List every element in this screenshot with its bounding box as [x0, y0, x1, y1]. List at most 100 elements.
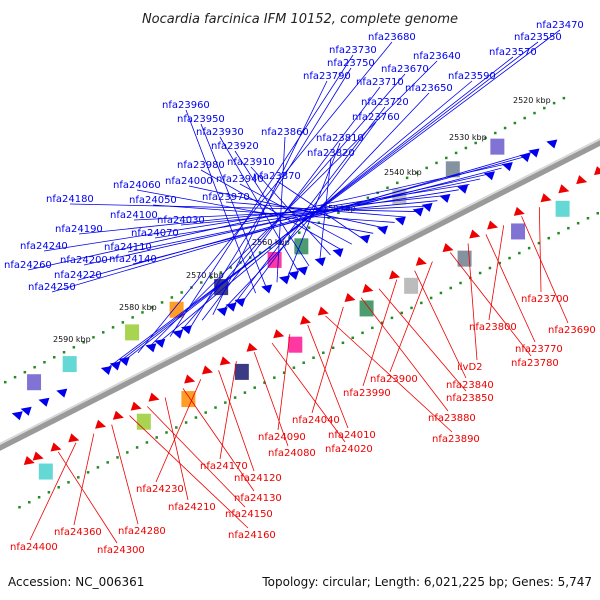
- reverse-gene-label[interactable]: nfa24120: [234, 473, 282, 484]
- reverse-gene-label[interactable]: nfa24300: [97, 545, 145, 556]
- reverse-gene-label[interactable]: nfa24160: [228, 530, 276, 541]
- forward-gene-label[interactable]: nfa24200: [60, 255, 108, 266]
- reverse-gene-label[interactable]: nfa23900: [370, 374, 418, 385]
- forward-gene-label[interactable]: nfa23760: [352, 112, 400, 123]
- tick-mark: [214, 406, 217, 409]
- tick-mark: [557, 231, 560, 235]
- reverse-gene-label[interactable]: nfa24010: [328, 430, 376, 441]
- tick-mark: [331, 346, 335, 350]
- tick-mark: [194, 416, 198, 419]
- reverse-gene-arrow: [362, 283, 374, 293]
- forward-gene-label[interactable]: nfa24250: [28, 282, 76, 293]
- forward-gene-label[interactable]: nfa24190: [55, 224, 103, 235]
- reverse-gene-label[interactable]: nfa23770: [515, 344, 563, 355]
- forward-gene-arrow: [546, 139, 558, 149]
- reverse-gene-label[interactable]: nfa24170: [200, 461, 248, 472]
- forward-gene-label[interactable]: nfa24240: [20, 241, 68, 252]
- reverse-gene-label[interactable]: nfa24090: [258, 432, 306, 443]
- reverse-gene-label[interactable]: nfa24150: [225, 509, 273, 520]
- reverse-gene-label[interactable]: nfa24230: [136, 484, 184, 495]
- forward-leader-line: [191, 67, 352, 326]
- forward-gene-label[interactable]: nfa23640: [413, 51, 461, 62]
- reverse-gene-arrow: [487, 220, 499, 230]
- tick-mark: [508, 256, 511, 260]
- forward-gene-label[interactable]: nfa23470: [536, 20, 584, 31]
- forward-gene-label[interactable]: nfa24060: [113, 180, 161, 191]
- reverse-gene-label[interactable]: nfa23700: [521, 294, 569, 305]
- reverse-gene-label[interactable]: nfa24280: [118, 526, 166, 537]
- forward-gene-label[interactable]: nfa23860: [261, 127, 309, 138]
- reverse-leader-line: [253, 351, 289, 447]
- tick-mark: [537, 241, 541, 245]
- reverse-gene-label[interactable]: nfa24210: [168, 502, 216, 513]
- tick-mark: [131, 316, 134, 319]
- tick-mark: [200, 281, 203, 284]
- forward-gene-label[interactable]: nfa23920: [211, 141, 259, 152]
- forward-gene-label[interactable]: nfa23550: [514, 32, 562, 43]
- forward-gene-label[interactable]: nfa23680: [368, 32, 416, 43]
- forward-gene-arrow: [234, 298, 246, 308]
- forward-gene-label[interactable]: nfa24030: [157, 215, 205, 226]
- forward-gene-label[interactable]: nfa23710: [356, 77, 404, 88]
- reverse-gene-label[interactable]: nfa23690: [548, 325, 596, 336]
- reverse-gene-label[interactable]: nfa23880: [428, 413, 476, 424]
- tick-mark: [361, 331, 364, 335]
- reverse-gene-label[interactable]: nfa23890: [432, 434, 480, 445]
- reverse-gene-label[interactable]: ilvD2: [457, 362, 483, 373]
- forward-gene-label[interactable]: nfa24050: [129, 195, 177, 206]
- reverse-gene-label[interactable]: nfa23850: [446, 393, 494, 404]
- forward-gene-label[interactable]: nfa24100: [110, 210, 158, 221]
- reverse-leader-line: [182, 388, 255, 492]
- forward-gene-label[interactable]: nfa23950: [177, 114, 225, 125]
- reverse-gene-label[interactable]: nfa24130: [234, 493, 282, 504]
- tick-mark: [233, 396, 237, 399]
- tick-mark: [596, 211, 599, 215]
- forward-gene-label[interactable]: nfa23570: [489, 47, 537, 58]
- forward-gene-arrow: [154, 338, 166, 348]
- forward-gene-label[interactable]: nfa23870: [253, 171, 301, 182]
- reverse-gene-label[interactable]: nfa23780: [511, 358, 559, 369]
- reverse-gene-label[interactable]: nfa23800: [469, 322, 517, 333]
- tick-mark: [86, 471, 90, 474]
- reverse-gene-label[interactable]: nfa24040: [292, 415, 340, 426]
- cog-block: [555, 200, 570, 217]
- forward-gene-label[interactable]: nfa24260: [4, 260, 52, 271]
- reverse-gene-label[interactable]: nfa23990: [343, 388, 391, 399]
- forward-leader-line: [78, 194, 449, 235]
- forward-gene-label[interactable]: nfa23820: [307, 148, 355, 159]
- forward-gene-label[interactable]: nfa24000: [165, 176, 213, 187]
- forward-gene-label[interactable]: nfa23650: [405, 83, 453, 94]
- forward-leader-line: [276, 136, 286, 283]
- forward-gene-label[interactable]: nfa24140: [109, 254, 157, 265]
- forward-gene-label[interactable]: nfa23960: [162, 100, 210, 111]
- reverse-gene-arrow: [540, 193, 552, 203]
- forward-gene-arrow: [100, 365, 112, 375]
- reverse-gene-label[interactable]: nfa24360: [54, 527, 102, 538]
- tick-mark: [503, 126, 507, 130]
- forward-gene-label[interactable]: nfa23940: [216, 174, 264, 185]
- reverse-gene-label[interactable]: nfa23840: [446, 380, 494, 391]
- forward-gene-label[interactable]: nfa23720: [361, 97, 409, 108]
- reverse-gene-label[interactable]: nfa24080: [268, 448, 316, 459]
- tick-mark: [351, 336, 354, 340]
- forward-gene-label[interactable]: nfa23810: [316, 133, 364, 144]
- forward-gene-label[interactable]: nfa23590: [448, 71, 496, 82]
- forward-gene-label[interactable]: nfa23670: [381, 64, 429, 75]
- tick-mark: [145, 441, 149, 444]
- forward-gene-label[interactable]: nfa23910: [227, 157, 275, 168]
- tick-mark: [184, 421, 188, 424]
- tick-mark: [165, 431, 168, 434]
- tick-mark: [337, 211, 340, 214]
- forward-gene-label[interactable]: nfa23980: [177, 160, 225, 171]
- forward-gene-label[interactable]: nfa24180: [46, 194, 94, 205]
- forward-gene-label[interactable]: nfa24220: [54, 270, 102, 281]
- forward-gene-label[interactable]: nfa23790: [303, 71, 351, 82]
- forward-gene-label[interactable]: nfa23730: [329, 45, 377, 56]
- forward-gene-label[interactable]: nfa23970: [202, 192, 250, 203]
- reverse-leader-line: [414, 270, 467, 379]
- reverse-gene-label[interactable]: nfa24400: [10, 542, 58, 553]
- reverse-gene-arrow: [95, 419, 107, 429]
- forward-gene-label[interactable]: nfa23930: [196, 127, 244, 138]
- reverse-gene-label[interactable]: nfa24020: [325, 444, 373, 455]
- forward-gene-label[interactable]: nfa23750: [327, 58, 375, 69]
